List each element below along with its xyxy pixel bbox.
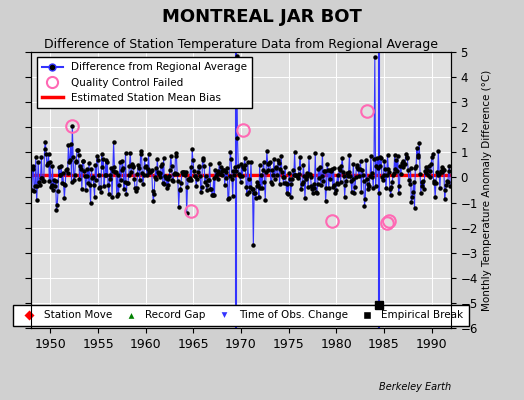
Text: Berkeley Earth: Berkeley Earth xyxy=(378,382,451,392)
Legend: Station Move, Record Gap, Time of Obs. Change, Empirical Break: Station Move, Record Gap, Time of Obs. C… xyxy=(14,305,468,326)
Text: MONTREAL JAR BOT: MONTREAL JAR BOT xyxy=(162,8,362,26)
Y-axis label: Monthly Temperature Anomaly Difference (°C): Monthly Temperature Anomaly Difference (… xyxy=(482,69,492,311)
Title: Difference of Station Temperature Data from Regional Average: Difference of Station Temperature Data f… xyxy=(44,38,438,51)
